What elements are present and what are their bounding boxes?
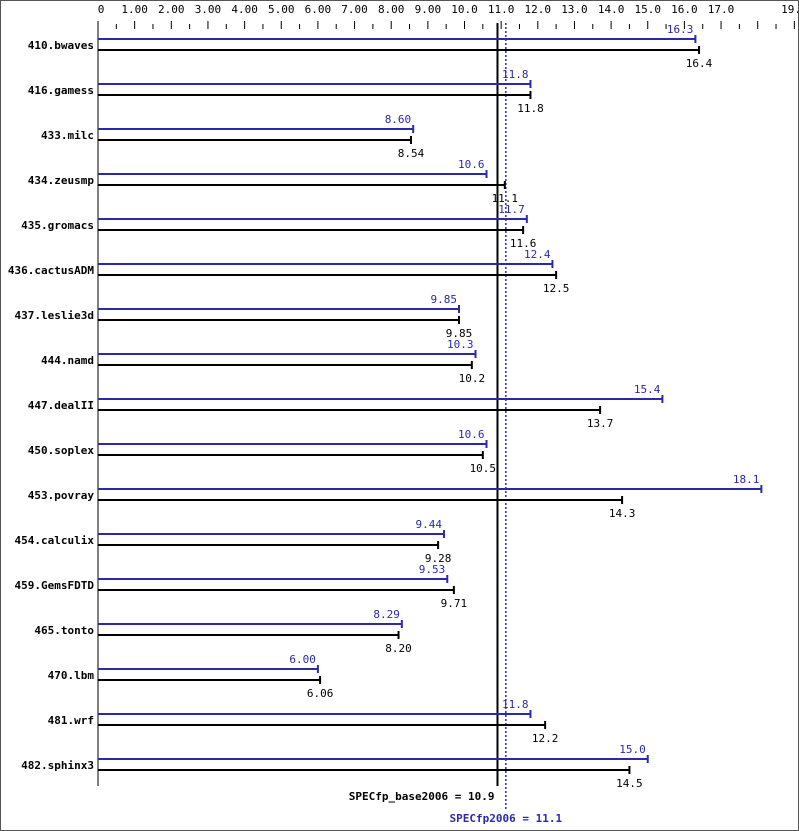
tick-label: 5.00 <box>268 3 295 16</box>
base-value-label: 9.71 <box>441 597 468 610</box>
tick-label: 16.0 <box>671 3 698 16</box>
peak-value-label: 15.0 <box>619 743 646 756</box>
benchmark-label: 433.milc <box>41 129 94 142</box>
peak-reference-label: SPECfp2006 = 11.1 <box>450 812 563 825</box>
base-value-label: 11.8 <box>517 102 544 115</box>
peak-value-label: 11.7 <box>498 203 525 216</box>
peak-value-label: 10.3 <box>447 338 474 351</box>
benchmark-label: 437.leslie3d <box>15 309 94 322</box>
benchmark-label: 435.gromacs <box>21 219 94 232</box>
peak-value-label: 9.44 <box>415 518 442 531</box>
peak-value-label: 10.6 <box>458 428 485 441</box>
base-reference-label: SPECfp_base2006 = 10.9 <box>349 790 495 803</box>
tick-label: 19.0 <box>781 3 799 16</box>
benchmark-label: 434.zeusmp <box>28 174 95 187</box>
base-value-label: 13.7 <box>587 417 614 430</box>
tick-label: 4.00 <box>231 3 258 16</box>
base-value-label: 11.1 <box>492 192 519 205</box>
peak-value-label: 11.8 <box>502 68 529 81</box>
peak-value-label: 15.4 <box>634 383 661 396</box>
tick-label: 7.00 <box>341 3 368 16</box>
tick-label: 17.0 <box>708 3 735 16</box>
peak-value-label: 6.00 <box>289 653 316 666</box>
benchmark-label: 454.calculix <box>15 534 95 547</box>
tick-label: 15.0 <box>635 3 662 16</box>
benchmark-label: 459.GemsFDTD <box>15 579 95 592</box>
peak-value-label: 18.1 <box>733 473 760 486</box>
tick-label: 6.00 <box>305 3 332 16</box>
benchmark-label: 450.soplex <box>28 444 95 457</box>
peak-value-label: 9.53 <box>419 563 446 576</box>
tick-label: 9.00 <box>415 3 442 16</box>
tick-label: 12.0 <box>525 3 552 16</box>
benchmark-label: 444.namd <box>41 354 94 367</box>
benchmark-label: 416.gamess <box>28 84 94 97</box>
benchmark-label: 453.povray <box>28 489 95 502</box>
base-value-label: 12.2 <box>532 732 559 745</box>
base-value-label: 6.06 <box>307 687 334 700</box>
tick-label: 8.00 <box>378 3 405 16</box>
peak-value-label: 8.29 <box>373 608 400 621</box>
tick-label: 14.0 <box>598 3 625 16</box>
benchmark-label: 410.bwaves <box>28 39 94 52</box>
base-value-label: 10.2 <box>459 372 486 385</box>
benchmark-label: 470.lbm <box>48 669 95 682</box>
base-value-label: 14.3 <box>609 507 636 520</box>
base-value-label: 8.20 <box>385 642 412 655</box>
base-value-label: 12.5 <box>543 282 570 295</box>
peak-value-label: 12.4 <box>524 248 551 261</box>
base-value-label: 9.85 <box>446 327 473 340</box>
peak-value-label: 8.60 <box>385 113 412 126</box>
benchmark-label: 482.sphinx3 <box>21 759 94 772</box>
benchmark-label: 447.dealII <box>28 399 94 412</box>
benchmark-label: 436.cactusADM <box>8 264 94 277</box>
base-value-label: 11.6 <box>510 237 537 250</box>
base-value-label: 14.5 <box>616 777 643 790</box>
peak-value-label: 16.3 <box>667 23 694 36</box>
tick-label: 11.0 <box>488 3 515 16</box>
peak-value-label: 9.85 <box>431 293 458 306</box>
peak-value-label: 11.8 <box>502 698 529 711</box>
base-value-label: 16.4 <box>686 57 713 70</box>
tick-label: 3.00 <box>195 3 222 16</box>
base-value-label: 10.5 <box>470 462 497 475</box>
tick-label: 10.0 <box>451 3 478 16</box>
benchmark-label: 481.wrf <box>48 714 94 727</box>
base-value-label: 9.28 <box>425 552 452 565</box>
tick-label: 13.0 <box>561 3 588 16</box>
peak-value-label: 10.6 <box>458 158 485 171</box>
base-value-label: 8.54 <box>398 147 425 160</box>
tick-label: 0 <box>98 3 105 16</box>
tick-label: 1.00 <box>121 3 148 16</box>
tick-label: 2.00 <box>158 3 185 16</box>
benchmark-label: 465.tonto <box>34 624 94 637</box>
